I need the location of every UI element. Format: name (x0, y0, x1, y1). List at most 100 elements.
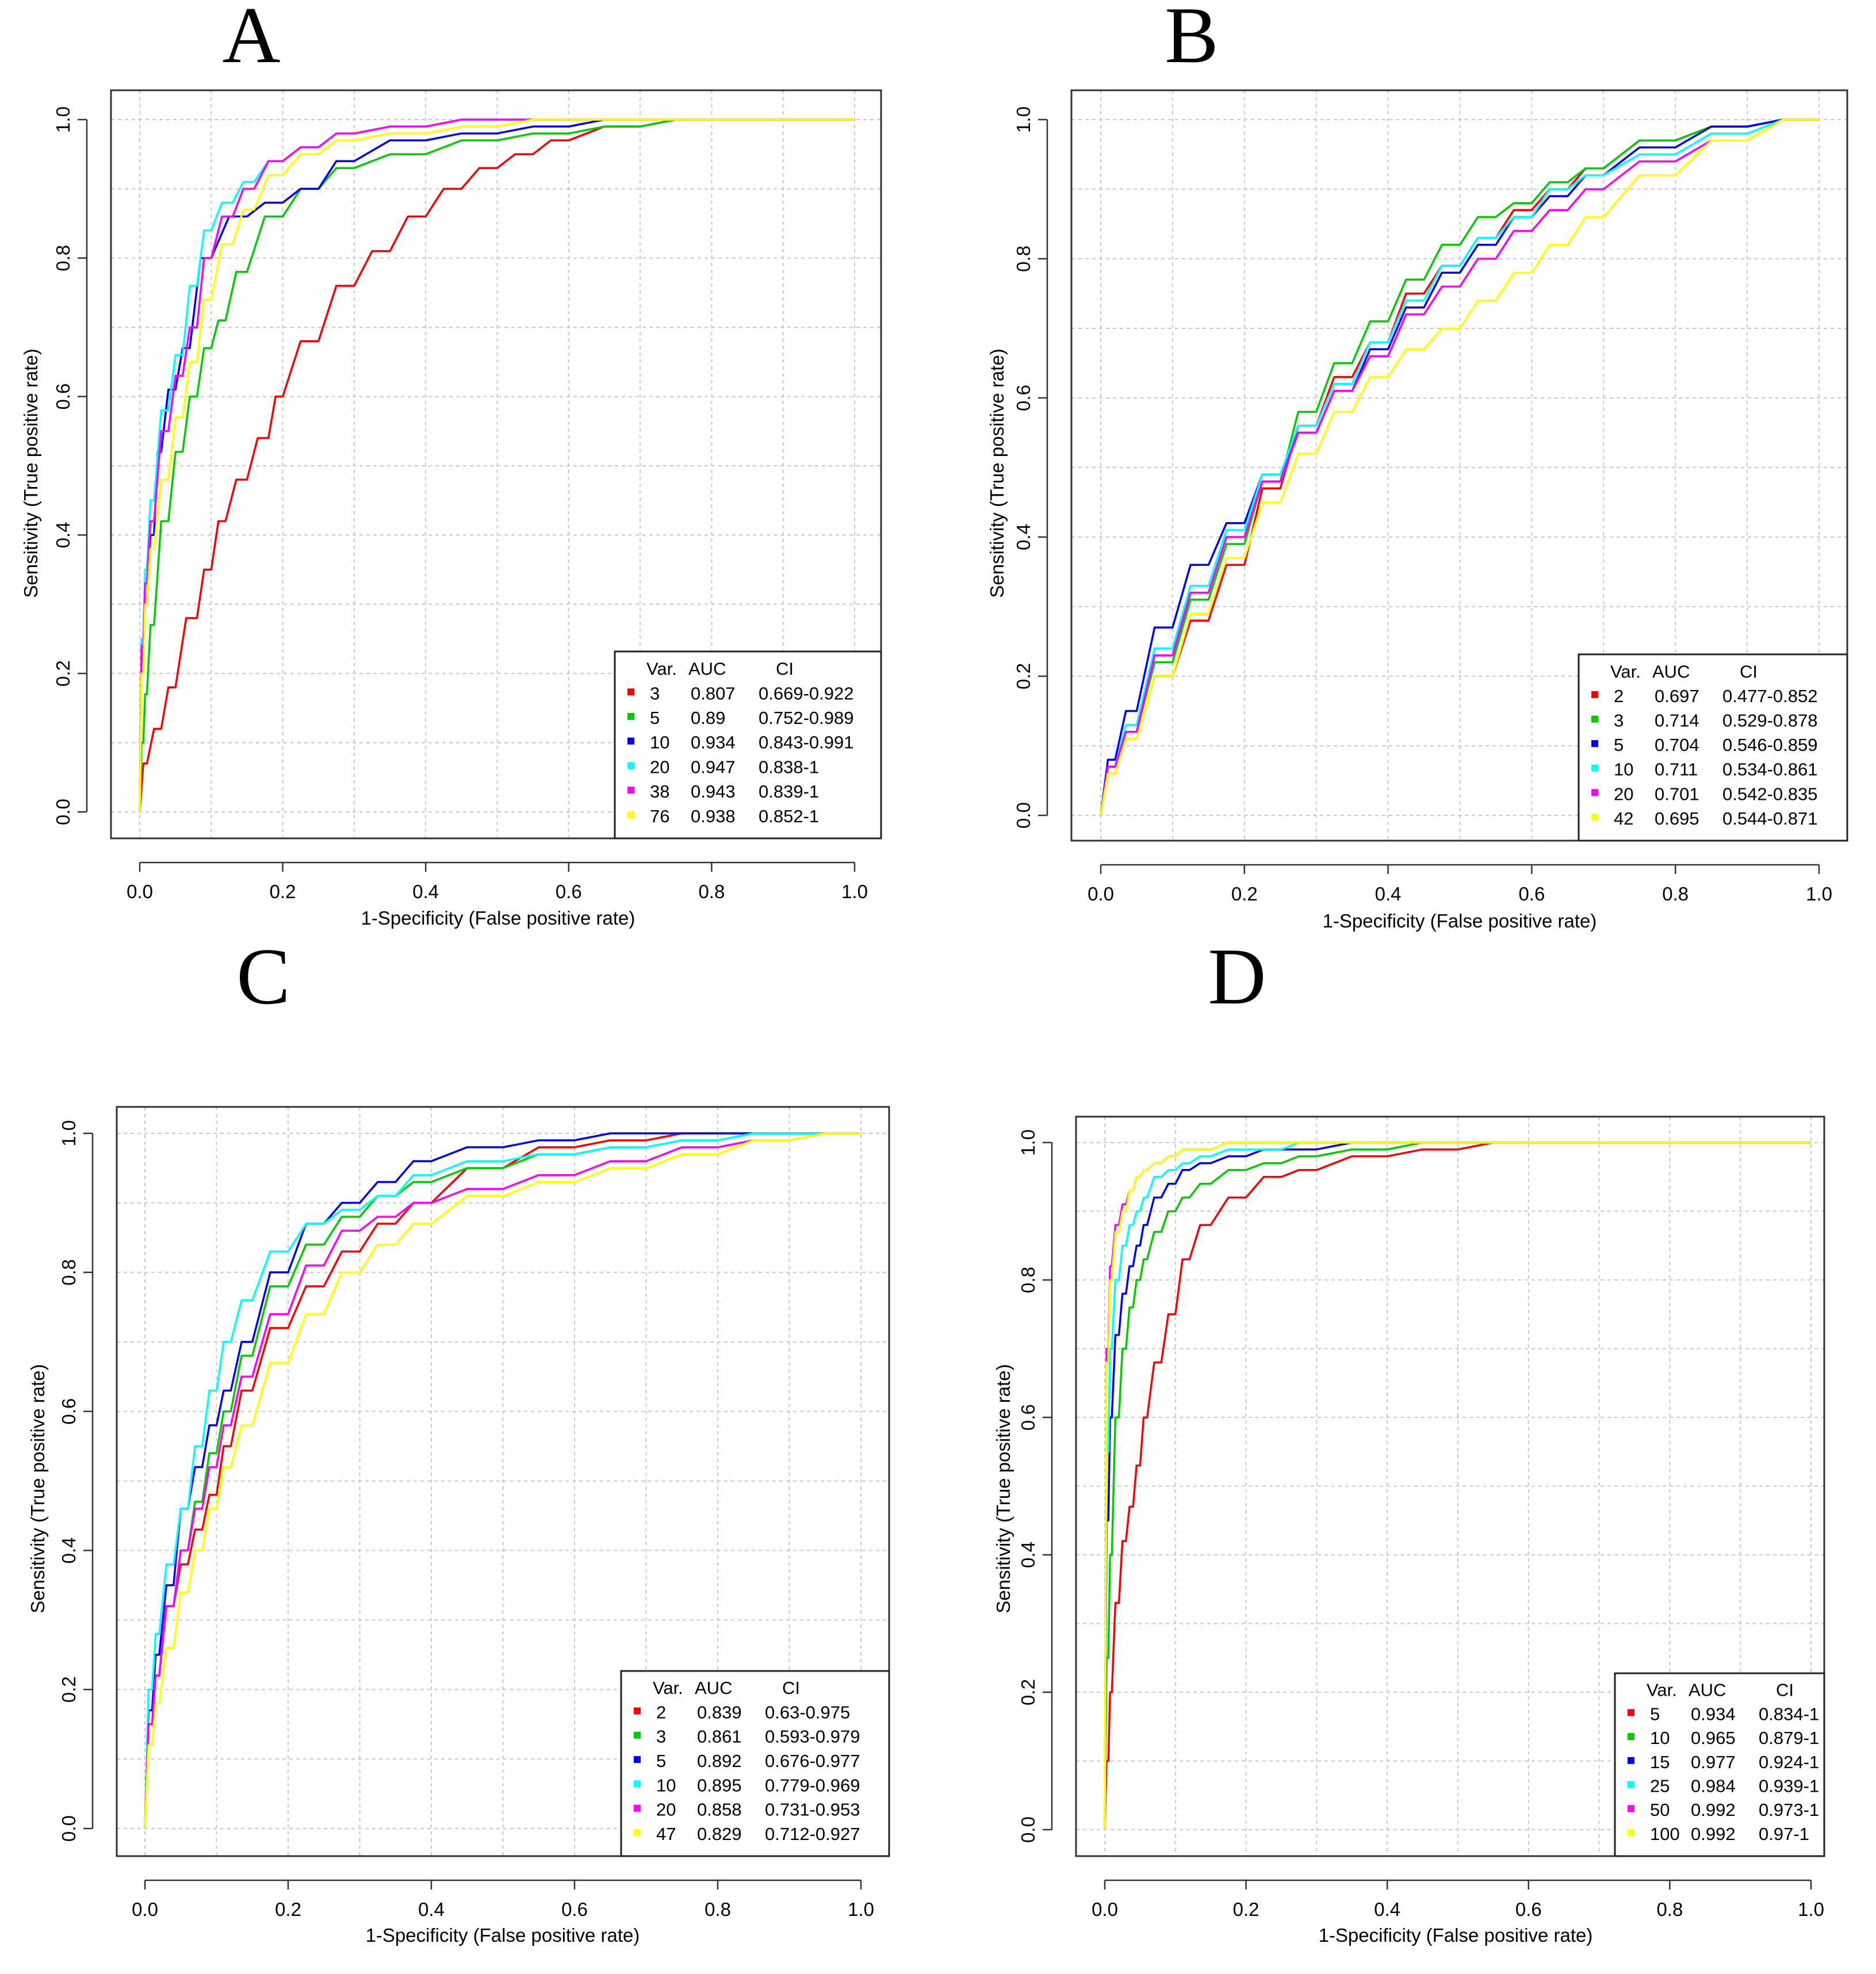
y-tick-label: 0.4 (52, 522, 74, 548)
legend-ci: 0.544-0.871 (1722, 808, 1817, 829)
panel-d: D 0.0 0.2 0.4 0.6 0.8 1.0 1-Specificity (False … (993, 932, 1825, 1946)
legend-swatch (627, 688, 634, 696)
roc-curve-47 (144, 1132, 861, 1829)
roc-curve-3 (139, 118, 855, 812)
legend-swatch (1628, 1805, 1634, 1812)
x-tick-label: 0.2 (270, 881, 296, 902)
y-tick-label: 0.8 (52, 245, 74, 271)
y-axis-title: Sensitivity (True positive rate) (20, 348, 41, 597)
legend-var: 15 (1650, 1752, 1670, 1772)
legend-swatch (627, 737, 634, 745)
legend-auc: 0.943 (691, 781, 736, 802)
legend-box (1614, 1672, 1825, 1857)
y-tick-label: 0.0 (58, 1815, 79, 1842)
roc-curves (144, 1132, 861, 1829)
legend-auc: 0.697 (1655, 686, 1699, 706)
legend-ci: 0.534-0.861 (1722, 760, 1817, 780)
roc-curve-10 (1100, 118, 1819, 816)
y-tick-label: 1.0 (58, 1120, 79, 1147)
x-tick-label: 0.4 (1374, 1899, 1400, 1920)
y-tick-label: 0.4 (1017, 1542, 1039, 1568)
legend-ci: 0.97-1 (1759, 1824, 1809, 1844)
legend-ci: 0.973-1 (1759, 1800, 1819, 1820)
x-axis-title: 1-Specificity (False positive rate) (1323, 910, 1597, 932)
legend-swatch (627, 762, 634, 769)
legend-ci: 0.752-0.989 (759, 708, 853, 728)
legend-swatch (1591, 813, 1598, 821)
legend-swatch (1591, 691, 1598, 699)
legend-ci: 0.731-0.953 (765, 1800, 860, 1820)
legend-var: 5 (656, 1751, 666, 1771)
roc-curve-100 (1104, 1141, 1811, 1830)
x-tick-label: 1.0 (841, 881, 868, 902)
legend-var: 3 (1614, 711, 1624, 731)
roc-curve-10 (139, 118, 855, 812)
legend-var: 20 (656, 1800, 676, 1820)
y-tick-label: 0.6 (52, 384, 74, 410)
legend-header-ci: CI (1776, 1680, 1794, 1700)
legend-ci: 0.834-1 (1759, 1704, 1819, 1724)
x-tick-label: 0.6 (561, 1899, 588, 1920)
roc-curves (1104, 1141, 1811, 1830)
roc-curve-20 (1100, 118, 1819, 816)
legend-auc: 0.934 (1691, 1704, 1736, 1724)
legend-ci: 0.779-0.969 (765, 1775, 860, 1795)
roc-curve-20 (144, 1132, 861, 1829)
y-tick-label: 1.0 (52, 106, 74, 133)
legend-var: 2 (656, 1702, 666, 1722)
legend-header-var: Var. (1610, 661, 1641, 681)
legend-header-auc: AUC (1689, 1680, 1726, 1700)
x-tick-label: 0.0 (1088, 883, 1114, 904)
legend-swatch (1591, 764, 1598, 772)
legend-swatch (1628, 1733, 1634, 1741)
x-tick-label: 1.0 (1806, 883, 1832, 904)
legend-auc: 0.711 (1655, 760, 1698, 780)
legend-swatch (634, 1707, 641, 1715)
legend-swatch (627, 713, 634, 720)
legend-swatch (1628, 1709, 1634, 1716)
legend-swatch (634, 1829, 641, 1836)
legend-var: 2 (1614, 686, 1624, 706)
legend-auc: 0.992 (1691, 1800, 1736, 1820)
y-axis-title: Sensitivity (True positive rate) (986, 348, 1008, 597)
y-tick-label: 0.2 (1013, 663, 1034, 689)
legend-header-var: Var. (1647, 1680, 1677, 1700)
roc-curves (1100, 118, 1819, 816)
x-tick-label: 0.2 (1233, 1899, 1259, 1920)
plot-frame (116, 1106, 890, 1857)
legend-header-auc: AUC (695, 1678, 732, 1698)
legend-ci: 0.843-0.991 (759, 733, 853, 753)
x-tick-label: 0.2 (1231, 883, 1258, 904)
x-tick-label: 0.0 (127, 881, 153, 902)
legend-var: 5 (650, 708, 660, 728)
legend-header-auc: AUC (688, 659, 726, 679)
legend-var: 20 (650, 757, 669, 777)
legend-box (620, 1670, 890, 1857)
legend-var: 47 (656, 1824, 676, 1844)
x-axis-title: 1-Specificity (False positive rate) (366, 1925, 640, 1946)
y-tick-label: 0.8 (58, 1259, 79, 1286)
legend-ci: 0.879-1 (1759, 1728, 1819, 1748)
legend-auc: 0.895 (697, 1775, 742, 1795)
legend-ci: 0.924-1 (1759, 1752, 1819, 1772)
x-tick-label: 0.6 (556, 881, 582, 902)
legend-var: 100 (1650, 1824, 1680, 1844)
legend-var: 38 (650, 781, 669, 802)
x-tick-label: 0.2 (275, 1899, 301, 1920)
legend-swatch (627, 787, 634, 794)
legend-var: 3 (650, 683, 660, 703)
y-tick-label: 0.2 (52, 660, 74, 687)
legend-var: 76 (650, 806, 669, 826)
legend-header-ci: CI (776, 659, 794, 679)
x-axis-title: 1-Specificity (False positive rate) (1319, 1925, 1593, 1946)
roc-curve-76 (139, 118, 855, 812)
legend-var: 10 (1614, 760, 1633, 780)
y-tick-label: 0.4 (58, 1537, 79, 1563)
legend-auc: 0.947 (691, 757, 736, 777)
legend-ci: 0.939-1 (1759, 1776, 1819, 1796)
x-tick-label: 0.8 (1662, 883, 1689, 904)
legend-var: 10 (1650, 1728, 1670, 1748)
panel-letter: D (1208, 932, 1266, 1021)
legend-auc: 0.861 (697, 1727, 742, 1747)
legend-swatch (1591, 715, 1598, 723)
